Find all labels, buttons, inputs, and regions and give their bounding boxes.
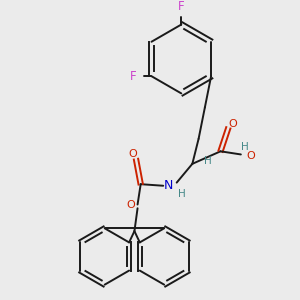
- Text: O: O: [229, 119, 237, 129]
- Text: F: F: [130, 70, 137, 83]
- Text: H: H: [241, 142, 248, 152]
- Text: N: N: [164, 179, 174, 192]
- Text: H: H: [204, 156, 212, 166]
- Text: F: F: [178, 0, 184, 13]
- Text: O: O: [128, 148, 137, 158]
- Text: H: H: [178, 189, 185, 199]
- Text: O: O: [247, 151, 255, 161]
- Text: O: O: [126, 200, 135, 209]
